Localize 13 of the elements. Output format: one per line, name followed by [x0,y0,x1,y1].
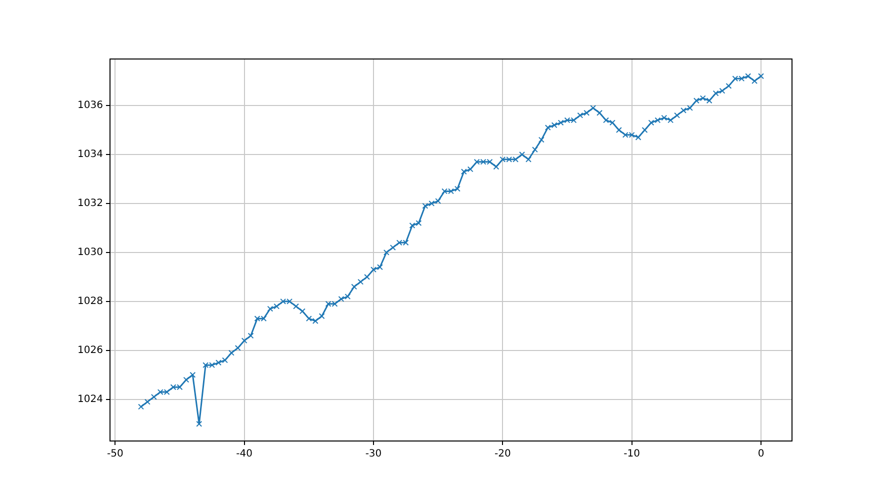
x-tick-label: -20 [494,448,511,460]
y-tick-label: 1036 [78,100,103,112]
y-tick-label: 1024 [78,394,103,405]
y-tick-label: 1030 [78,247,103,258]
x-tick-label: -50 [106,448,124,460]
y-tick-label: 1028 [78,296,103,308]
x-tick-label: -30 [365,448,382,460]
x-tick-label: -40 [236,448,253,460]
x-tick-label: 0 [758,448,764,460]
x-tick-label: -10 [624,448,640,460]
y-tick-label: 1032 [78,198,103,210]
y-tick-label: 1026 [78,344,103,356]
y-tick-label: 1034 [78,149,103,160]
